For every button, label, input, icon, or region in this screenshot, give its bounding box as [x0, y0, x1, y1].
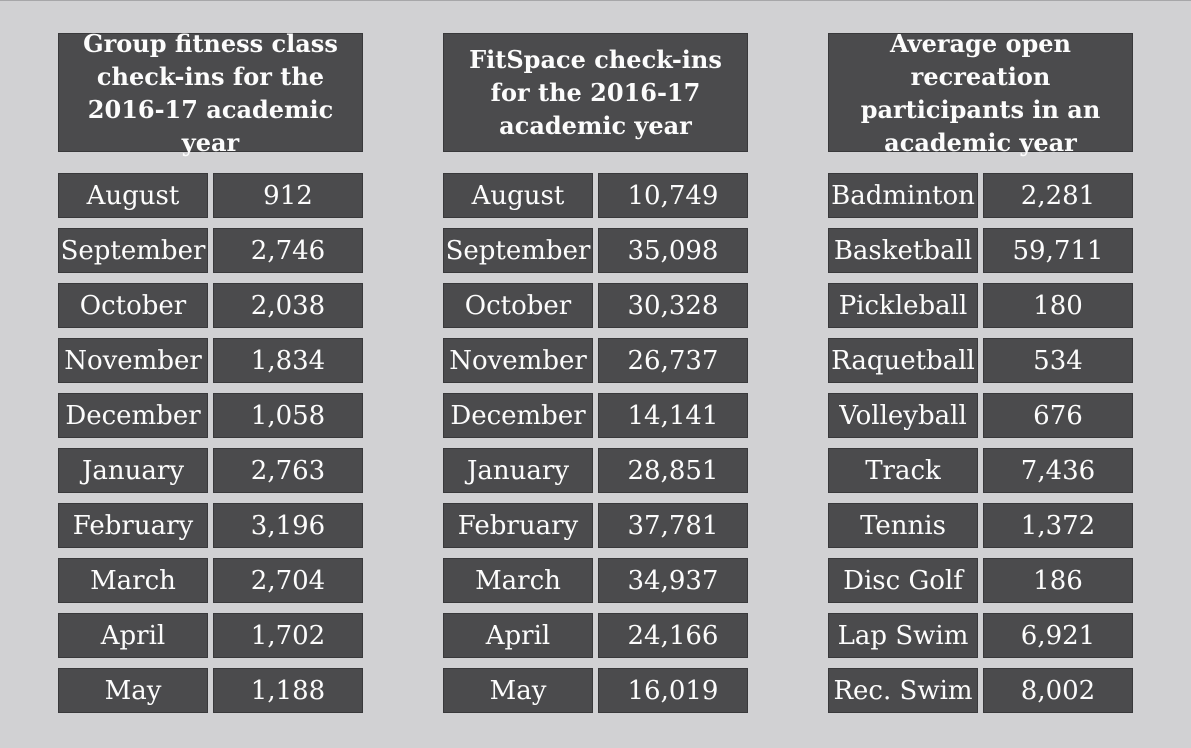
row-value-cell: 2,038	[213, 283, 363, 328]
row-label-cell: Tennis	[828, 503, 978, 548]
table-row: February 37,781	[443, 503, 748, 548]
row-label-cell: Lap Swim	[828, 613, 978, 658]
row-value-cell: 534	[983, 338, 1133, 383]
table-row: December 1,058	[58, 393, 363, 438]
table-row: Rec. Swim 8,002	[828, 668, 1133, 713]
row-label-cell: November	[443, 338, 593, 383]
row-label-cell: April	[443, 613, 593, 658]
row-label-cell: August	[443, 173, 593, 218]
row-label-cell: Basketball	[828, 228, 978, 273]
row-label-cell: September	[443, 228, 593, 273]
table-row: February 3,196	[58, 503, 363, 548]
row-value-cell: 1,834	[213, 338, 363, 383]
row-value-cell: 14,141	[598, 393, 748, 438]
row-value-cell: 30,328	[598, 283, 748, 328]
row-value-cell: 1,372	[983, 503, 1133, 548]
row-label-cell: August	[58, 173, 208, 218]
row-value-cell: 28,851	[598, 448, 748, 493]
table-row: Raquetball 534	[828, 338, 1133, 383]
table-row: Badminton 2,281	[828, 173, 1133, 218]
table-row: September 2,746	[58, 228, 363, 273]
table-row: March 2,704	[58, 558, 363, 603]
table-row: Volleyball 676	[828, 393, 1133, 438]
row-value-cell: 7,436	[983, 448, 1133, 493]
row-label-cell: October	[443, 283, 593, 328]
table-row: October 30,328	[443, 283, 748, 328]
row-label-cell: Rec. Swim	[828, 668, 978, 713]
table-open-recreation: Average open recreation participants in …	[828, 29, 1133, 723]
row-label-cell: September	[58, 228, 208, 273]
row-label-cell: December	[58, 393, 208, 438]
row-value-cell: 35,098	[598, 228, 748, 273]
row-value-cell: 26,737	[598, 338, 748, 383]
row-label-cell: November	[58, 338, 208, 383]
row-value-cell: 16,019	[598, 668, 748, 713]
row-value-cell: 912	[213, 173, 363, 218]
row-label-cell: Badminton	[828, 173, 978, 218]
row-label-cell: Track	[828, 448, 978, 493]
table-title: FitSpace check-ins for the 2016-17 acade…	[443, 33, 748, 152]
table-row: May 1,188	[58, 668, 363, 713]
row-label-cell: January	[58, 448, 208, 493]
table-row: Lap Swim 6,921	[828, 613, 1133, 658]
row-value-cell: 59,711	[983, 228, 1133, 273]
row-label-cell: February	[58, 503, 208, 548]
row-label-cell: May	[443, 668, 593, 713]
table-row: December 14,141	[443, 393, 748, 438]
row-label-cell: Raquetball	[828, 338, 978, 383]
row-label-cell: December	[443, 393, 593, 438]
table-row: January 28,851	[443, 448, 748, 493]
table-row: January 2,763	[58, 448, 363, 493]
row-value-cell: 6,921	[983, 613, 1133, 658]
table-fitspace: FitSpace check-ins for the 2016-17 acade…	[443, 33, 748, 723]
row-value-cell: 10,749	[598, 173, 748, 218]
tables-layout: Group fitness class check-ins for the 20…	[0, 1, 1191, 723]
row-value-cell: 1,058	[213, 393, 363, 438]
row-value-cell: 186	[983, 558, 1133, 603]
table-row: November 1,834	[58, 338, 363, 383]
row-label-cell: October	[58, 283, 208, 328]
row-label-cell: Pickleball	[828, 283, 978, 328]
row-value-cell: 2,746	[213, 228, 363, 273]
table-row: March 34,937	[443, 558, 748, 603]
row-value-cell: 24,166	[598, 613, 748, 658]
table-row: May 16,019	[443, 668, 748, 713]
table-row: August 10,749	[443, 173, 748, 218]
row-value-cell: 2,281	[983, 173, 1133, 218]
table-row: August 912	[58, 173, 363, 218]
table-title: Average open recreation participants in …	[828, 29, 1133, 157]
table-title: Group fitness class check-ins for the 20…	[58, 29, 363, 157]
row-value-cell: 34,937	[598, 558, 748, 603]
row-value-cell: 1,702	[213, 613, 363, 658]
row-value-cell: 2,763	[213, 448, 363, 493]
table-row: Tennis 1,372	[828, 503, 1133, 548]
table-row: Basketball 59,711	[828, 228, 1133, 273]
table-row: October 2,038	[58, 283, 363, 328]
row-label-cell: Disc Golf	[828, 558, 978, 603]
row-value-cell: 180	[983, 283, 1133, 328]
row-value-cell: 1,188	[213, 668, 363, 713]
row-value-cell: 37,781	[598, 503, 748, 548]
row-label-cell: May	[58, 668, 208, 713]
row-label-cell: March	[443, 558, 593, 603]
table-row: Track 7,436	[828, 448, 1133, 493]
row-label-cell: January	[443, 448, 593, 493]
table-row: April 24,166	[443, 613, 748, 658]
table-row: November 26,737	[443, 338, 748, 383]
row-label-cell: March	[58, 558, 208, 603]
table-row: Pickleball 180	[828, 283, 1133, 328]
table-row: April 1,702	[58, 613, 363, 658]
row-value-cell: 2,704	[213, 558, 363, 603]
row-value-cell: 676	[983, 393, 1133, 438]
row-label-cell: Volleyball	[828, 393, 978, 438]
row-value-cell: 8,002	[983, 668, 1133, 713]
row-label-cell: April	[58, 613, 208, 658]
table-row: Disc Golf 186	[828, 558, 1133, 603]
table-row: September 35,098	[443, 228, 748, 273]
row-value-cell: 3,196	[213, 503, 363, 548]
table-group-fitness: Group fitness class check-ins for the 20…	[58, 29, 363, 723]
row-label-cell: February	[443, 503, 593, 548]
